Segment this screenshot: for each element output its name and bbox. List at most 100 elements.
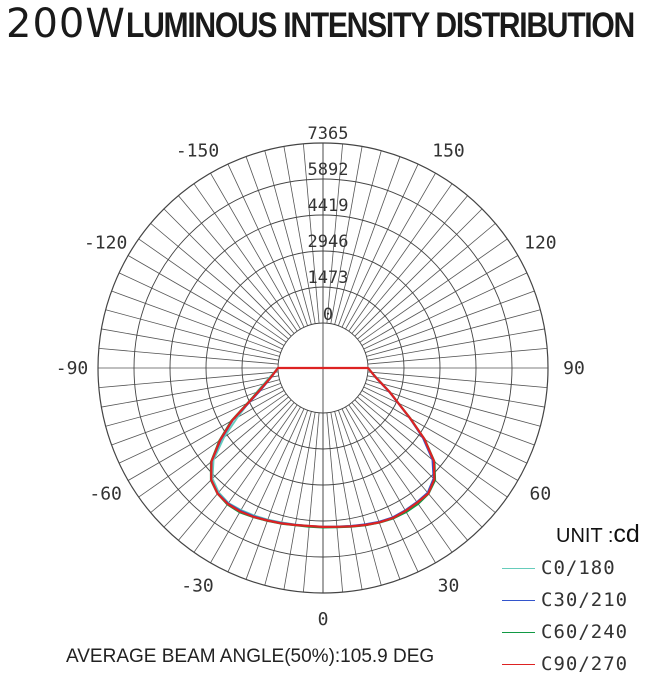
polar-labels: 0 1473 2946 4419 5892 7365 0 30 60 90 120 150 -30 -60… (56, 124, 585, 630)
angle-tick-label: 120 (524, 233, 557, 254)
grid-spoke (101, 375, 279, 408)
grid-spoke (127, 255, 285, 346)
grid-spoke (264, 411, 312, 586)
legend-label: C30/210 (541, 589, 629, 611)
angle-tick-label: 30 (438, 575, 460, 596)
legend-item: C90/270 (502, 648, 628, 680)
grid-spoke (127, 390, 285, 481)
grid-spoke (357, 396, 496, 513)
grid-spoke (150, 396, 289, 513)
grid-spoke (351, 402, 468, 541)
grid-spoke (330, 412, 363, 590)
radial-tick-label: 1473 (308, 268, 349, 288)
radial-tick-label: 5892 (308, 160, 349, 180)
legend-swatch (502, 631, 535, 633)
grid-spoke (338, 156, 401, 326)
grid-spoke (338, 410, 401, 580)
grid-spoke (105, 379, 280, 427)
angle-tick-label: -60 (89, 484, 122, 505)
grid-spoke (348, 183, 453, 332)
chart-title: 200WLUMINOUS INTENSITY DISTRIBUTION (6, 4, 648, 44)
grid-spoke (367, 371, 548, 389)
grid-spoke (365, 290, 535, 353)
grid-spoke (302, 412, 320, 593)
grid-spoke (326, 143, 344, 324)
grid-spoke (359, 238, 508, 343)
grid-spoke (111, 290, 281, 353)
unit-label: UNIT :cd (556, 520, 640, 549)
title-text: LUMINOUS INTENSITY DISTRIBUTION (125, 6, 635, 45)
grid-spoke (283, 412, 316, 590)
grid-spoke (363, 386, 528, 464)
grid-spoke (283, 146, 316, 324)
legend-swatch (502, 663, 535, 665)
grid-spoke (357, 223, 496, 340)
grid-spoke (359, 393, 508, 498)
unit-value: cd (613, 520, 640, 548)
grid-spoke (245, 156, 308, 326)
grid-spoke (163, 208, 292, 337)
grid-spoke (341, 408, 419, 573)
grid-spoke (361, 390, 519, 481)
radial-tick-label: 4419 (308, 196, 349, 216)
legend: C0/180 C30/210 C60/240 C90/270 (502, 552, 628, 680)
angle-tick-label: 90 (563, 358, 585, 379)
grid-spoke (210, 406, 301, 564)
grid-spoke (334, 150, 382, 325)
angle-tick-label: -90 (56, 358, 89, 379)
legend-item: C60/240 (502, 616, 628, 648)
radial-tick-label: 2946 (308, 232, 349, 252)
grid-spoke (348, 404, 453, 553)
legend-item: C30/210 (502, 584, 628, 616)
polar-grid (97, 142, 549, 594)
grid-spoke (118, 272, 283, 350)
grid-spoke (365, 383, 535, 446)
legend-item: C0/180 (502, 552, 628, 584)
angle-tick-label: 60 (530, 484, 552, 505)
grid-spoke (354, 399, 483, 528)
grid-spoke (367, 328, 545, 361)
grid-spoke (101, 328, 279, 361)
grid-spoke (193, 404, 298, 553)
grid-spoke (366, 309, 541, 357)
grid-spoke (163, 399, 292, 528)
grid-spoke (98, 347, 279, 365)
radial-tick-label: 7365 (308, 124, 349, 144)
grid-spoke (366, 379, 541, 427)
grid-spoke (111, 383, 281, 446)
grid-spoke (367, 347, 548, 365)
grid-spoke (367, 375, 545, 408)
grid-spoke (363, 272, 528, 350)
title-power: 200W (6, 1, 126, 47)
grid-spoke (118, 386, 283, 464)
grid-spoke (98, 371, 279, 389)
series-curves (209, 366, 437, 529)
radial-tick-label: 0 (323, 305, 333, 325)
angle-tick-label: -120 (84, 233, 127, 254)
grid-spoke (150, 223, 289, 340)
legend-label: C60/240 (541, 621, 629, 643)
grid-spoke (302, 143, 320, 324)
grid-spoke (351, 195, 468, 334)
grid-spoke (345, 406, 436, 564)
legend-label: C0/180 (541, 557, 616, 579)
grid-spoke (210, 172, 301, 330)
series-curve-C90-270 (210, 366, 436, 528)
grid-spoke (345, 172, 436, 330)
angle-tick-label: 0 (318, 609, 329, 630)
grid-spoke (361, 255, 519, 346)
beam-angle-text: AVERAGE BEAM ANGLE(50%):105.9 DEG (66, 646, 435, 667)
angle-tick-label: -150 (176, 141, 219, 162)
angle-tick-label: 150 (432, 141, 465, 162)
grid-spoke (326, 412, 344, 593)
legend-swatch (502, 567, 535, 569)
legend-swatch (502, 599, 535, 601)
grid-spoke (227, 408, 305, 573)
grid-spoke (178, 195, 295, 334)
grid-spoke (245, 410, 308, 580)
grid-spoke (105, 309, 280, 357)
grid-spoke (178, 402, 295, 541)
legend-label: C90/270 (541, 653, 629, 675)
grid-spoke (138, 238, 287, 343)
